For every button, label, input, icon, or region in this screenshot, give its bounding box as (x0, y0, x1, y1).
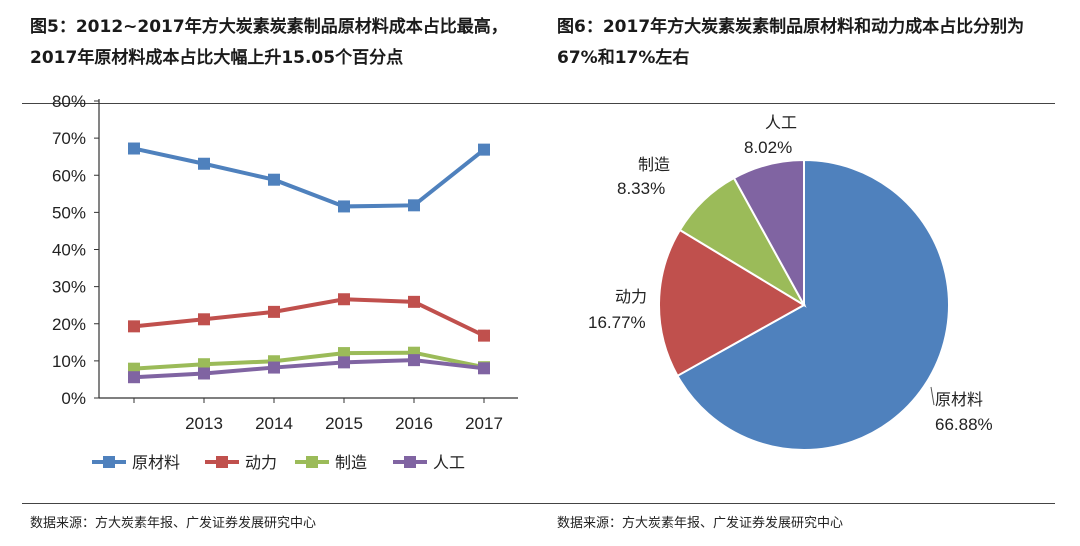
pie-label-value: 8.02% (744, 138, 792, 157)
data-point-动力 (338, 293, 350, 306)
legend-marker (216, 456, 228, 468)
legend-label: 制造 (335, 454, 367, 472)
pie-label-name: 人工 (765, 114, 797, 132)
pie-label-value: 16.77% (588, 313, 646, 332)
top-divider (22, 103, 1055, 104)
source-left: 数据来源：方大炭素年报、广发证券发展研究中心 (30, 516, 317, 531)
y-tick-label: 0% (61, 389, 86, 408)
data-point-原材料 (338, 200, 350, 213)
pie-label-name: 动力 (615, 288, 647, 306)
data-point-动力 (408, 295, 420, 308)
data-point-原材料 (478, 143, 490, 156)
x-tick-label: 2016 (395, 414, 433, 433)
legend-label: 人工 (433, 454, 465, 472)
x-tick-label: 2017 (465, 414, 503, 433)
pie-slice-原材料 (676, 158, 950, 451)
y-tick-label: 30% (52, 278, 86, 297)
legend-label: 原材料 (132, 454, 180, 472)
pie-label-name: 原材料 (935, 391, 983, 409)
data-point-人工 (128, 371, 140, 384)
data-point-制造 (338, 347, 350, 360)
series-line-制造 (133, 350, 485, 371)
y-tick-label: 70% (52, 129, 86, 148)
y-tick-label: 50% (52, 203, 86, 222)
pie-label-name: 制造 (638, 156, 670, 174)
series-line-原材料 (133, 146, 486, 209)
legend-marker (306, 456, 318, 468)
leader-line (930, 386, 935, 406)
data-point-原材料 (198, 157, 210, 170)
data-point-制造 (198, 358, 210, 371)
y-tick-label: 20% (52, 315, 86, 334)
data-point-人工 (268, 361, 280, 374)
pie-slice-动力 (658, 228, 806, 378)
source-right: 数据来源：方大炭素年报、广发证券发展研究中心 (557, 516, 844, 531)
data-point-人工 (198, 367, 210, 380)
series-line-动力 (133, 297, 485, 338)
data-point-动力 (198, 313, 210, 326)
figure5-title: 图5：2012~2017年方大炭素炭素制品原材料成本占比最高，2017年原材料成… (30, 17, 508, 68)
legend-label: 动力 (245, 454, 277, 472)
legend-marker (103, 456, 115, 468)
x-tick-label: 2013 (185, 414, 223, 433)
data-point-动力 (268, 305, 280, 318)
legend-marker (404, 456, 416, 468)
y-tick-label: 40% (52, 241, 86, 260)
figure6-title: 图6：2017年方大炭素炭素制品原材料和动力成本占比分别为67%和17%左右 (557, 17, 1025, 68)
x-tick-label: 2014 (255, 414, 293, 433)
pie-slice-人工 (732, 158, 805, 306)
data-point-人工 (408, 354, 420, 367)
pie-label-value: 66.88% (935, 415, 993, 434)
data-point-原材料 (128, 142, 140, 155)
y-tick-label: 80% (52, 92, 86, 111)
data-point-动力 (478, 329, 490, 342)
data-point-原材料 (268, 173, 280, 186)
data-point-人工 (478, 362, 490, 375)
data-point-人工 (338, 356, 350, 369)
bottom-divider (22, 503, 1055, 504)
x-tick-label: 2015 (325, 414, 363, 433)
y-tick-label: 10% (52, 352, 86, 371)
pie-label-value: 8.33% (617, 179, 665, 198)
series-line-人工 (133, 358, 485, 380)
y-tick-label: 60% (52, 166, 86, 185)
data-point-原材料 (408, 199, 420, 212)
data-point-动力 (128, 320, 140, 333)
